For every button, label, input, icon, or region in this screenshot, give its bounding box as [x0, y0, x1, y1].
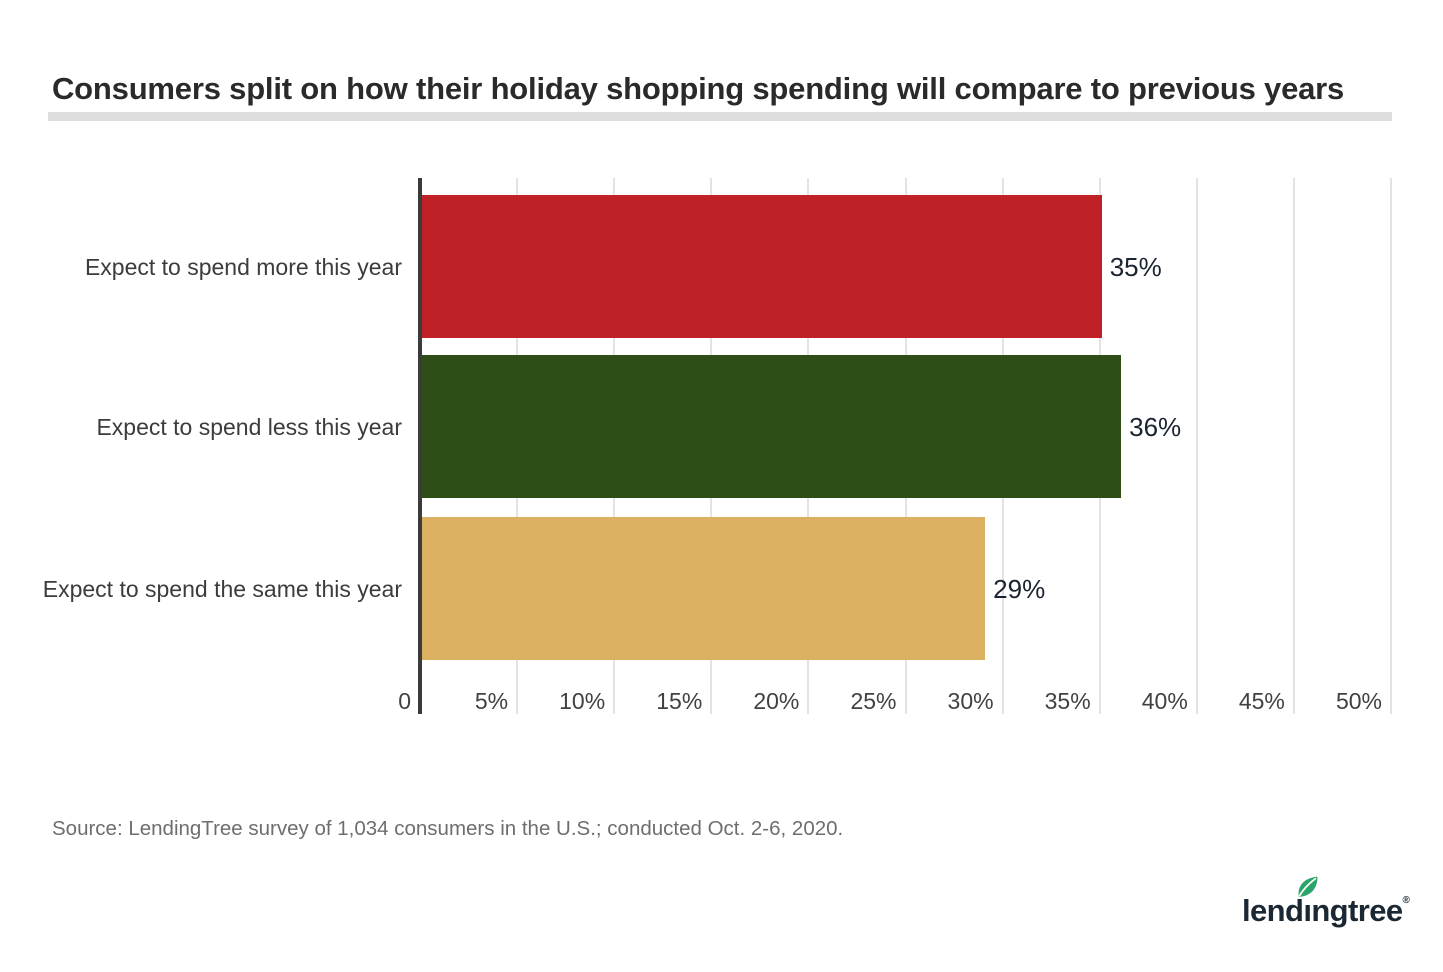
value-label: 35% — [1109, 251, 1162, 282]
bar-1 — [422, 195, 1102, 338]
logo-text-lend: lend — [1242, 893, 1304, 928]
chart-title: Consumers split on how their holiday sho… — [52, 70, 1345, 106]
logo-letter-i: ı — [1298, 876, 1318, 929]
title-divider — [48, 112, 1392, 121]
x-gridline — [1390, 178, 1392, 714]
category-label: Expect to spend the same this year — [42, 575, 402, 602]
source-note: Source: LendingTree survey of 1,034 cons… — [52, 816, 844, 840]
leaf-icon — [1298, 876, 1318, 897]
bar-2 — [422, 355, 1122, 498]
x-tick-label: 20% — [753, 688, 800, 714]
x-tick-label: 45% — [1238, 688, 1285, 714]
x-gridline — [1292, 178, 1295, 714]
x-tick-label: 30% — [947, 688, 994, 714]
x-tick-label: 50% — [1335, 688, 1382, 714]
x-tick-label: 5% — [474, 688, 509, 714]
x-tick-label: 35% — [1044, 688, 1091, 714]
x-tick-label: 10% — [559, 688, 606, 714]
x-tick-label: 40% — [1141, 688, 1188, 714]
x-gridline — [1195, 178, 1198, 714]
logo-text-ngtree: ngtree — [1311, 893, 1403, 928]
value-label: 36% — [1129, 411, 1182, 442]
registered-mark: ® — [1402, 895, 1410, 906]
category-label: Expect to spend more this year — [84, 253, 402, 280]
lendingtree-logo: lend ıngtree® — [1242, 876, 1410, 939]
value-label: 29% — [993, 573, 1046, 604]
x-tick-label: 15% — [656, 688, 703, 714]
y-axis-line — [418, 178, 422, 714]
x-tick-label: 0 — [398, 688, 411, 714]
bar-3 — [422, 517, 986, 660]
x-tick-label: 25% — [850, 688, 897, 714]
category-label: Expect to spend less this year — [96, 413, 402, 440]
